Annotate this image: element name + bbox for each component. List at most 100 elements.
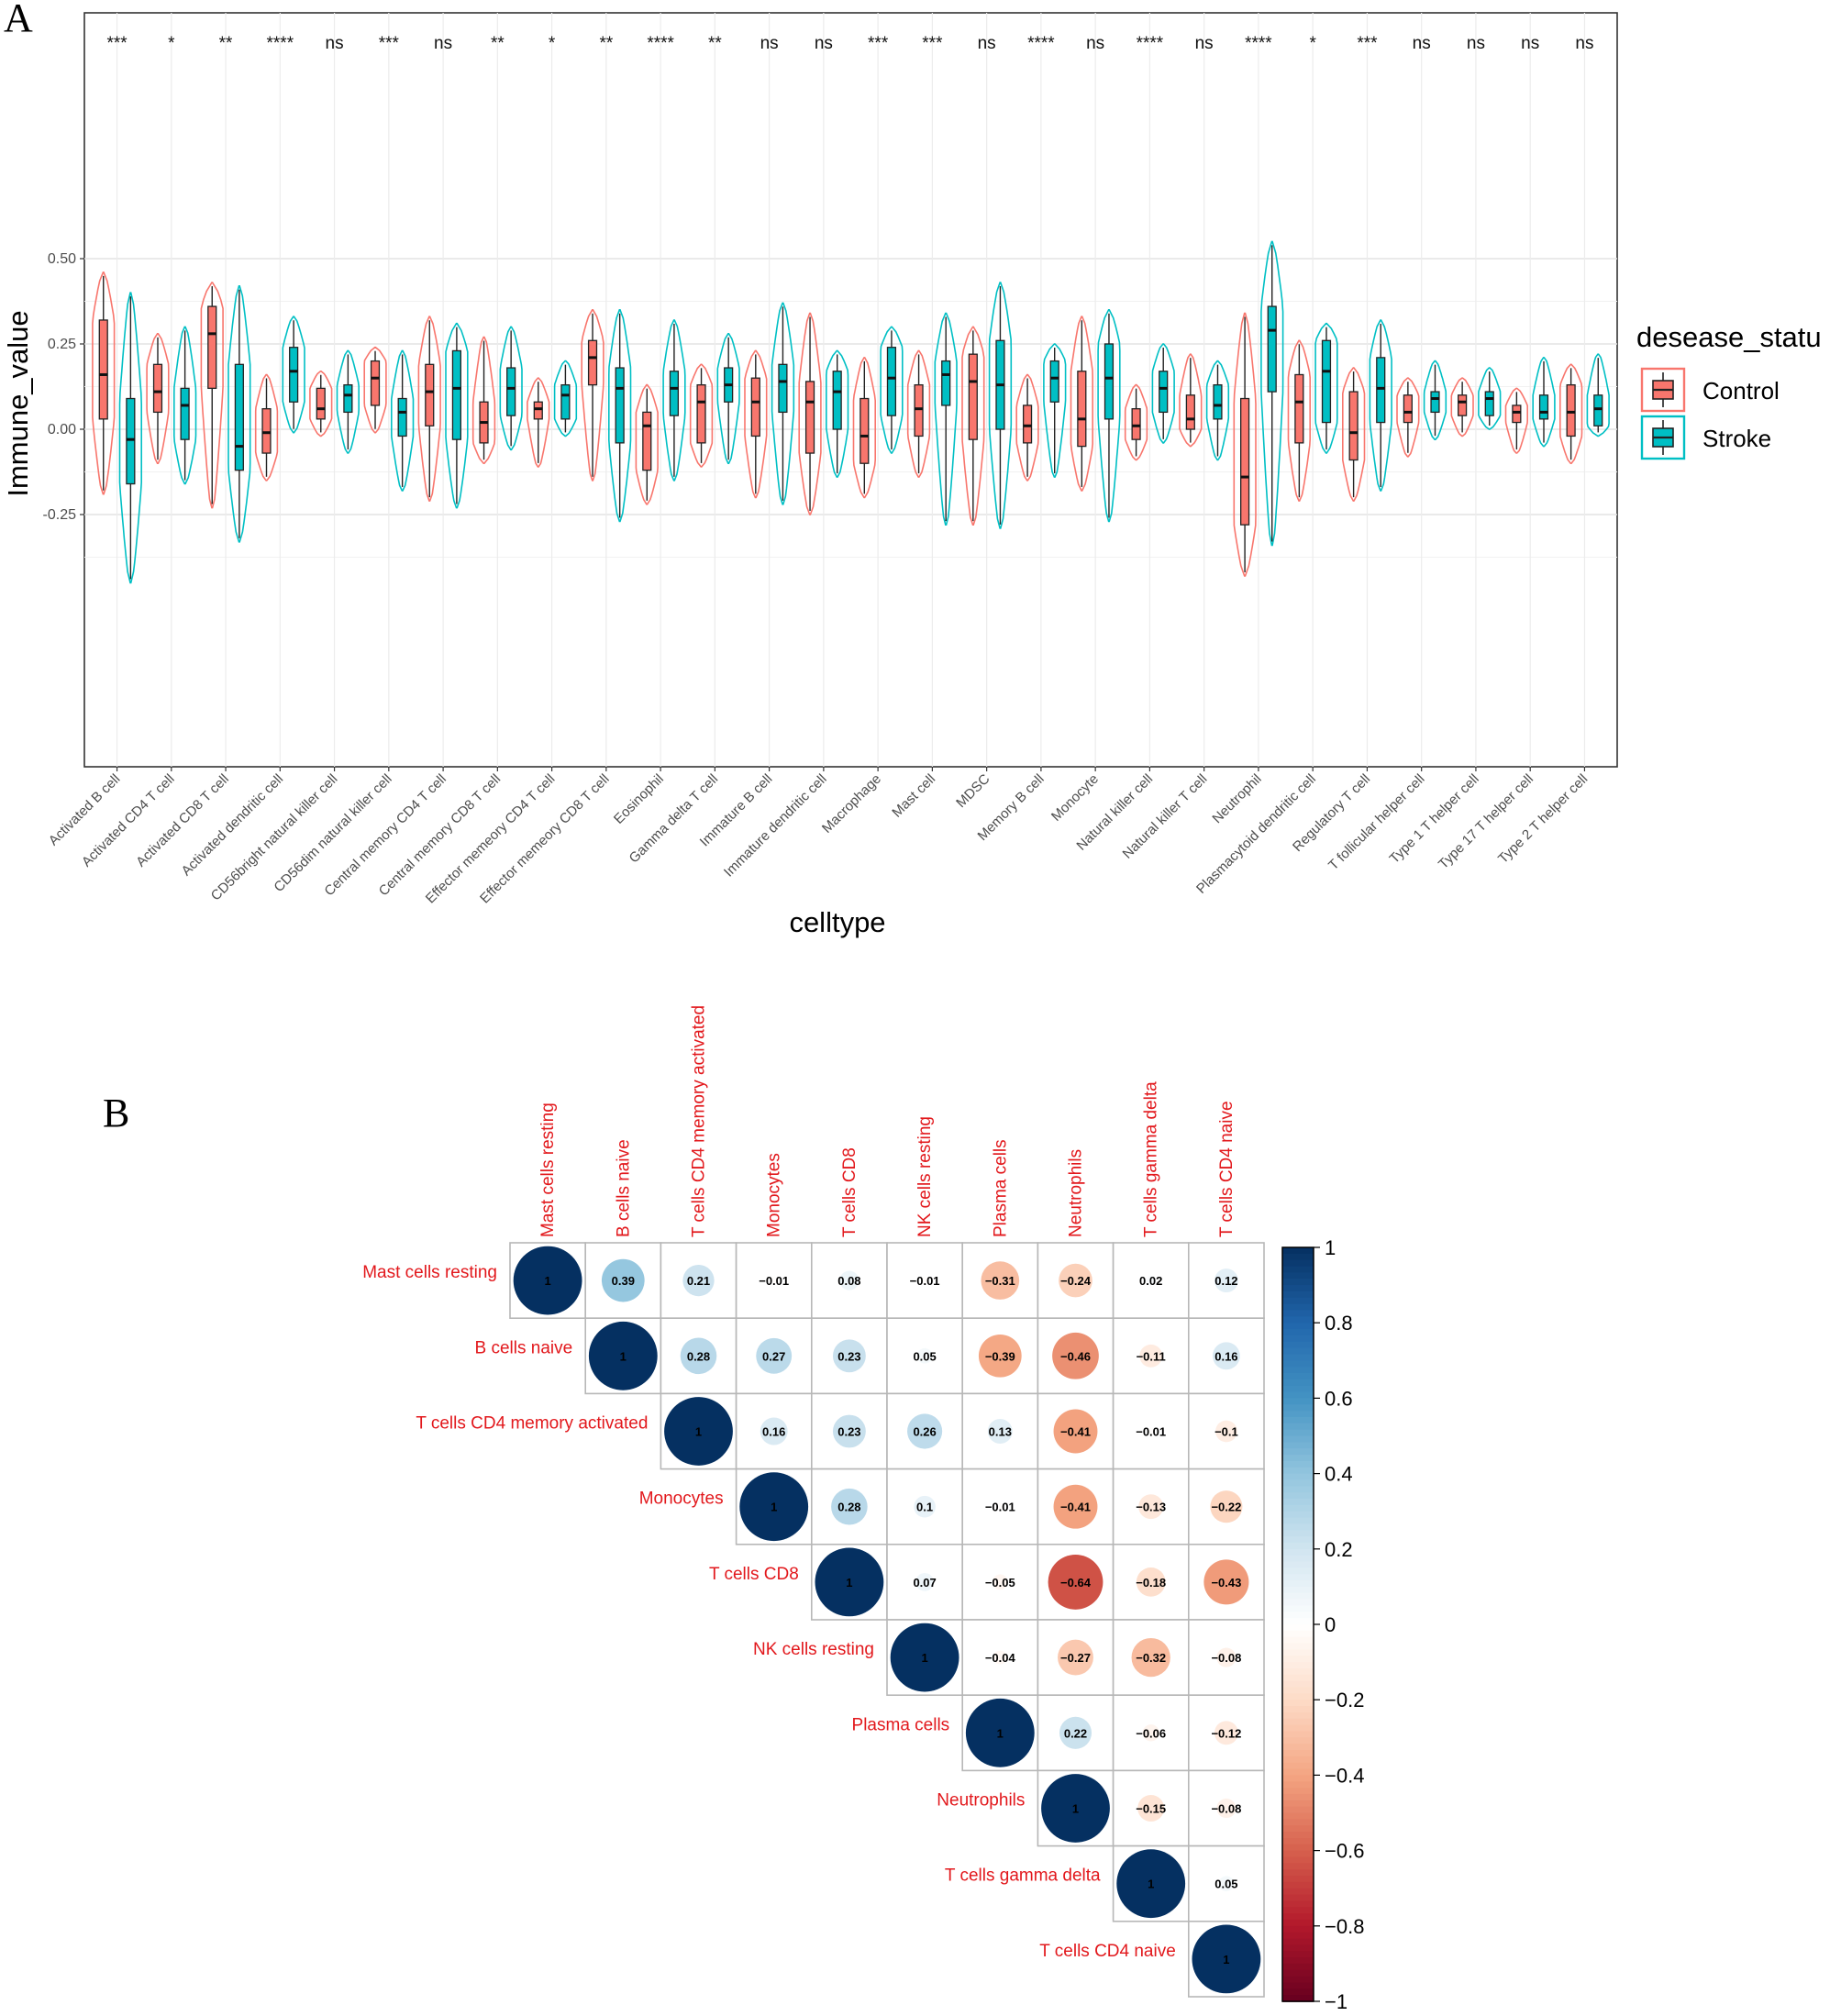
colorbar-segment xyxy=(1282,1259,1314,1268)
control-violin-group xyxy=(309,371,333,438)
control-box xyxy=(642,411,652,471)
significance-label: * xyxy=(549,34,556,53)
colorbar-segment xyxy=(1282,1592,1314,1601)
stroke-violin-group xyxy=(1151,343,1175,444)
plot-panel xyxy=(83,12,1618,768)
correlation-value: 1 xyxy=(846,1576,852,1590)
correlation-value: 1 xyxy=(997,1726,1004,1740)
control-box xyxy=(1185,394,1195,430)
column-label: T cells CD4 naive xyxy=(1217,1101,1237,1237)
stroke-violin xyxy=(1314,322,1338,454)
colorbar-segment xyxy=(1282,1963,1314,1971)
control-violin-group xyxy=(852,357,876,499)
stroke-violin xyxy=(1151,343,1175,444)
column-labels: Mast cells resting B cells naive T cells C… xyxy=(538,1005,1237,1237)
control-box xyxy=(1022,404,1033,444)
stroke-violin xyxy=(227,285,251,543)
correlation-circle xyxy=(1212,1342,1240,1370)
significance-label: ** xyxy=(491,34,505,53)
stroke-violin xyxy=(553,360,578,438)
stroke-box xyxy=(1103,343,1115,420)
colorbar-segment xyxy=(1282,1373,1314,1380)
row-label: T cells CD4 memory activated xyxy=(416,1414,648,1434)
control-violin xyxy=(689,363,714,468)
control-violin-group xyxy=(1015,373,1039,482)
control-violin xyxy=(254,373,279,482)
stroke-violin xyxy=(118,292,142,584)
stroke-violin xyxy=(934,312,958,526)
control-violin xyxy=(417,316,441,502)
x-tick-label: MDSC xyxy=(953,771,993,811)
x-tick-label: Macrophage xyxy=(819,771,884,836)
correlation-circle xyxy=(978,1334,1022,1378)
correlation-circle xyxy=(1131,1637,1170,1678)
correlation-value: 1 xyxy=(771,1501,777,1514)
colorbar-segment xyxy=(1282,1605,1314,1613)
correlation-circle xyxy=(832,1339,866,1373)
correlation-circle xyxy=(1192,1924,1261,1994)
correlation-value: −0.06 xyxy=(1136,1726,1166,1740)
significance-label: **** xyxy=(1137,34,1164,53)
colorbar-segment xyxy=(1282,1919,1314,1927)
colorbar-segment xyxy=(1282,1253,1314,1261)
control-box xyxy=(533,401,543,420)
correlation-value: −0.13 xyxy=(1136,1501,1166,1514)
colorbar-tick-label: 1 xyxy=(1325,1236,1336,1259)
correlation-circle xyxy=(513,1246,582,1315)
colorbar-segment xyxy=(1282,1297,1314,1305)
stroke-box xyxy=(941,360,951,406)
stroke-violin xyxy=(173,326,197,485)
y-axis-title: Immune_value xyxy=(2,310,34,496)
correlation-value: −0.05 xyxy=(985,1576,1015,1590)
correlation-circle xyxy=(1136,1567,1166,1597)
correlation-value: 0.05 xyxy=(1214,1878,1237,1891)
stroke-violin xyxy=(1260,240,1284,547)
correlation-circle xyxy=(1053,1409,1098,1454)
control-violin xyxy=(1070,316,1093,492)
stroke-violin xyxy=(662,319,686,482)
stroke-box xyxy=(1321,339,1332,424)
stroke-box xyxy=(886,347,897,416)
correlation-circle xyxy=(890,1623,959,1692)
stroke-box xyxy=(506,367,516,416)
colorbar-segment xyxy=(1282,1687,1314,1695)
colorbar-segment xyxy=(1282,1391,1314,1400)
colorbar: 1 0.8 0.6 0.4 0.2 0 −0.2 −0.4 −0.6 −0.8 −1 xyxy=(1281,1236,1364,2013)
significance-label: ns xyxy=(1467,34,1485,53)
control-box xyxy=(370,360,381,406)
colorbar-segment xyxy=(1282,1442,1314,1449)
correlation-value: −0.11 xyxy=(1137,1349,1166,1363)
correlation-circle xyxy=(682,1264,715,1297)
significance-label: *** xyxy=(922,34,943,53)
stroke-box xyxy=(451,349,461,440)
correlation-value: −0.31 xyxy=(985,1274,1015,1288)
stroke-violin-group xyxy=(716,333,740,464)
colorbar-segment xyxy=(1282,1455,1314,1462)
stroke-violin-group xyxy=(173,326,197,485)
stroke-violin xyxy=(826,349,849,478)
colorbar-segment xyxy=(1282,1793,1314,1801)
correlation-value: 0.21 xyxy=(687,1274,710,1288)
control-violin xyxy=(581,309,604,482)
control-violin-group xyxy=(146,333,170,464)
stroke-violin xyxy=(988,282,1013,529)
correlation-circle xyxy=(1137,1795,1165,1822)
stroke-violin-group xyxy=(336,349,360,454)
stroke-violin-group xyxy=(1314,322,1338,454)
stroke-box xyxy=(1430,391,1440,414)
colorbar-segment xyxy=(1282,1290,1314,1299)
control-violin-group xyxy=(1070,316,1093,492)
stroke-box xyxy=(343,383,353,414)
row-label: Neutrophils xyxy=(937,1791,1025,1811)
colorbar-segment xyxy=(1282,1247,1314,1255)
correlation-value: 1 xyxy=(620,1349,627,1363)
correlation-matrix: 1 0.39 0.21 −0.01 0.08 −0.01 −0.31 −0.24 0.02 0.1… xyxy=(362,1005,1364,2013)
colorbar-segment xyxy=(1282,1762,1314,1770)
stroke-violin-group xyxy=(282,316,305,434)
colorbar-segment xyxy=(1282,1542,1314,1550)
colorbar-segment xyxy=(1282,1969,1314,1977)
significance-label: **** xyxy=(1027,34,1055,53)
stroke-box xyxy=(1538,394,1549,420)
colorbar-segment xyxy=(1282,1806,1314,1814)
correlation-circle xyxy=(680,1337,717,1375)
